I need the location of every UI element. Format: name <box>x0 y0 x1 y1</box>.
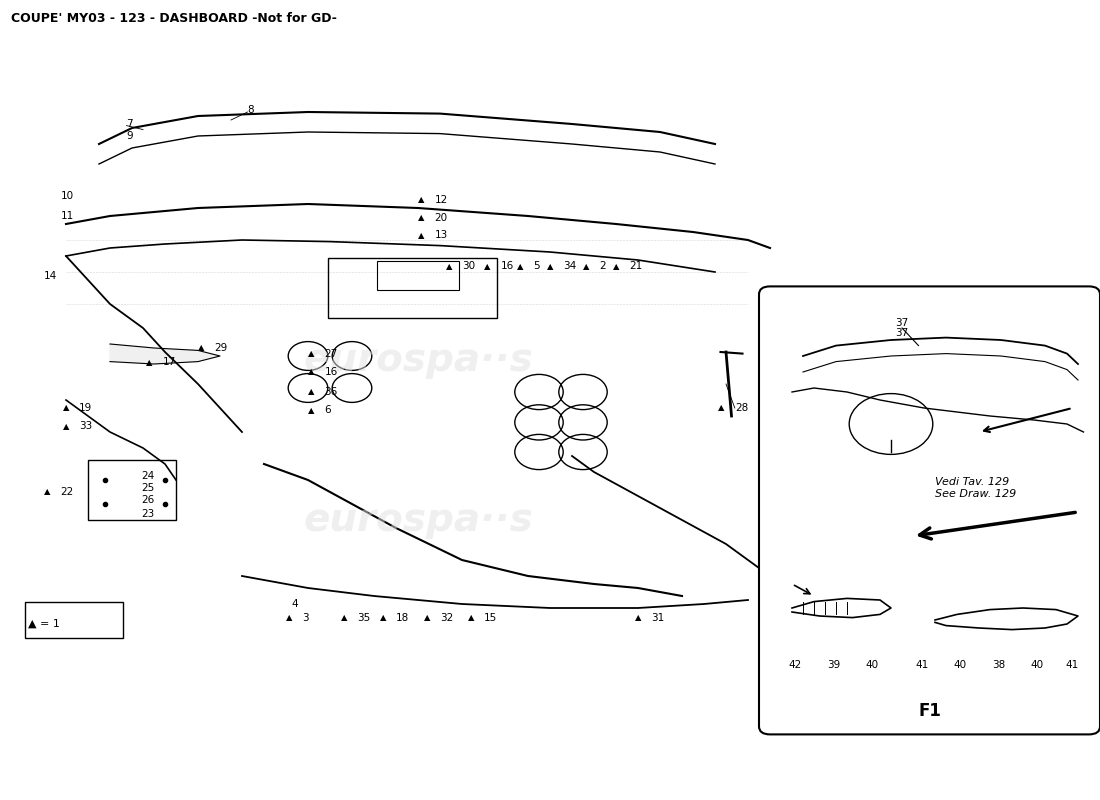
Text: 8: 8 <box>248 106 254 115</box>
Text: 13: 13 <box>434 230 448 240</box>
Text: ▲: ▲ <box>146 358 153 367</box>
Text: 28: 28 <box>735 403 748 413</box>
Text: 31: 31 <box>651 613 664 622</box>
Text: 16: 16 <box>324 367 338 377</box>
Text: ▲: ▲ <box>635 613 641 622</box>
Text: ▲: ▲ <box>484 262 491 271</box>
Text: 21: 21 <box>629 262 642 271</box>
Text: 18: 18 <box>396 613 409 622</box>
Text: 39: 39 <box>827 660 840 670</box>
Text: ▲: ▲ <box>379 613 386 622</box>
FancyBboxPatch shape <box>759 286 1100 734</box>
Text: 6: 6 <box>324 406 331 415</box>
Text: ▲: ▲ <box>718 403 725 413</box>
Text: ▲: ▲ <box>308 406 315 415</box>
Text: 12: 12 <box>434 195 448 205</box>
Text: 14: 14 <box>44 271 57 281</box>
Text: 37: 37 <box>895 318 909 328</box>
Text: ▲: ▲ <box>446 262 452 271</box>
Text: 4: 4 <box>292 599 298 609</box>
Text: 35: 35 <box>358 613 371 622</box>
Text: ▲: ▲ <box>418 213 425 222</box>
Text: 37: 37 <box>895 328 909 338</box>
Text: 17: 17 <box>163 358 176 367</box>
Text: 41: 41 <box>915 660 928 670</box>
Text: ▲: ▲ <box>308 367 315 377</box>
Text: 27: 27 <box>324 349 338 358</box>
Text: ▲: ▲ <box>286 613 293 622</box>
Polygon shape <box>110 344 220 364</box>
Text: ▲: ▲ <box>418 195 425 205</box>
Text: 32: 32 <box>440 613 453 622</box>
Text: 29: 29 <box>214 343 228 353</box>
Text: 22: 22 <box>60 487 74 497</box>
Text: 2: 2 <box>600 262 606 271</box>
Text: 15: 15 <box>484 613 497 622</box>
Text: 30: 30 <box>462 262 475 271</box>
FancyBboxPatch shape <box>25 602 123 638</box>
Text: 24: 24 <box>141 471 154 481</box>
Text: 26: 26 <box>141 495 154 505</box>
Text: ▲: ▲ <box>517 262 524 271</box>
Text: COUPE' MY03 - 123 - DASHBOARD -Not for GD-: COUPE' MY03 - 123 - DASHBOARD -Not for G… <box>11 12 337 25</box>
Text: 34: 34 <box>563 262 576 271</box>
Text: ▲: ▲ <box>63 422 69 431</box>
Text: 41: 41 <box>1066 660 1079 670</box>
Text: 38: 38 <box>992 660 1005 670</box>
Text: ▲: ▲ <box>63 403 69 413</box>
Text: 7: 7 <box>126 119 133 129</box>
Text: ▲: ▲ <box>341 613 348 622</box>
Text: ▲: ▲ <box>583 262 590 271</box>
Text: ▲: ▲ <box>424 613 430 622</box>
Text: 10: 10 <box>60 191 74 201</box>
Text: ▲ = 1: ▲ = 1 <box>29 619 59 629</box>
Text: 23: 23 <box>141 509 154 518</box>
Text: 3: 3 <box>302 613 309 622</box>
Text: 5: 5 <box>534 262 540 271</box>
Text: ▲: ▲ <box>44 487 51 497</box>
Text: 40: 40 <box>866 660 879 670</box>
Text: ▲: ▲ <box>198 343 205 353</box>
Text: ▲: ▲ <box>308 349 315 358</box>
Text: ▲: ▲ <box>468 613 474 622</box>
Text: 36: 36 <box>324 387 338 397</box>
Text: 16: 16 <box>500 262 514 271</box>
Text: Vedi Tav. 129
See Draw. 129: Vedi Tav. 129 See Draw. 129 <box>935 477 1016 499</box>
Text: 9: 9 <box>126 131 133 141</box>
Text: ▲: ▲ <box>308 387 315 397</box>
Text: eurospa··s: eurospa··s <box>304 501 532 539</box>
Text: 40: 40 <box>954 660 967 670</box>
Text: ▲: ▲ <box>547 262 553 271</box>
Text: 11: 11 <box>60 211 74 221</box>
Text: 33: 33 <box>79 422 92 431</box>
Text: 19: 19 <box>79 403 92 413</box>
Text: eurospa··s: eurospa··s <box>304 341 532 379</box>
Text: 25: 25 <box>141 483 154 493</box>
Text: F1: F1 <box>918 702 940 720</box>
Text: 42: 42 <box>789 660 802 670</box>
Text: ▲: ▲ <box>613 262 619 271</box>
Text: 40: 40 <box>1031 660 1044 670</box>
Text: 20: 20 <box>434 213 448 222</box>
Text: ▲: ▲ <box>418 230 425 240</box>
